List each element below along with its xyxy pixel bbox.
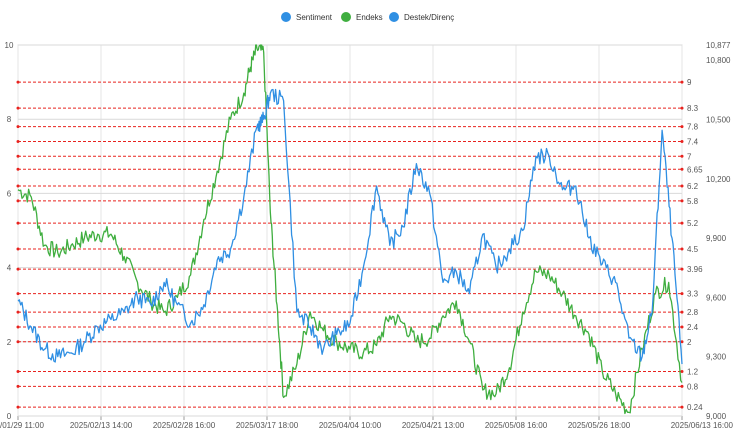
x-tick-label: 2025/03/17 18:00 xyxy=(236,421,299,430)
legend-sentiment-marker[interactable] xyxy=(281,12,291,22)
y-left-tick-label: 2 xyxy=(7,338,12,347)
level-label: 6.65 xyxy=(687,165,703,174)
level-label: 3.96 xyxy=(687,265,703,274)
level-marker-right xyxy=(680,106,684,110)
level-marker-left xyxy=(16,247,20,251)
legend-destek-marker[interactable] xyxy=(389,12,399,22)
level-label: 0.8 xyxy=(687,382,699,391)
level-marker-left xyxy=(16,199,20,203)
y-left-tick-label: 8 xyxy=(7,115,12,124)
x-tick-label: 2025/02/28 16:00 xyxy=(153,421,216,430)
level-label: 9 xyxy=(687,78,692,87)
level-marker-right xyxy=(680,340,684,344)
level-label: 2.8 xyxy=(687,308,699,317)
level-label: 0.24 xyxy=(687,403,703,412)
level-marker-left xyxy=(16,184,20,188)
level-marker-right xyxy=(680,384,684,388)
level-marker-left xyxy=(16,106,20,110)
level-marker-right xyxy=(680,199,684,203)
y-right-tick-label: 10,500 xyxy=(706,116,731,125)
level-marker-left xyxy=(16,292,20,296)
level-marker-left xyxy=(16,340,20,344)
y-right-tick-label: 9,300 xyxy=(706,353,727,362)
level-marker-right xyxy=(680,80,684,84)
x-tick-label: 2025/05/08 16:00 xyxy=(485,421,548,430)
legend-destek-label[interactable]: Destek/Direnç xyxy=(404,13,454,22)
y-right-tick-label: 9,000 xyxy=(706,412,727,421)
legend-endeks-label[interactable]: Endeks xyxy=(356,13,383,22)
level-marker-left xyxy=(16,167,20,171)
level-marker-left xyxy=(16,267,20,271)
level-marker-left xyxy=(16,221,20,225)
level-marker-right xyxy=(680,369,684,373)
level-label: 1.2 xyxy=(687,367,699,376)
x-tick-label: 2025/05/26 18:00 xyxy=(568,421,631,430)
level-marker-left xyxy=(16,154,20,158)
level-marker-right xyxy=(680,184,684,188)
level-marker-left xyxy=(16,125,20,129)
y-left-tick-label: 6 xyxy=(7,189,12,198)
y-right-tick-label: 10,877 xyxy=(706,41,731,50)
legend-endeks-marker[interactable] xyxy=(341,12,351,22)
level-label: 8.3 xyxy=(687,104,699,113)
x-tick-label: /01/29 11:00 xyxy=(0,421,44,430)
y-left-tick-label: 10 xyxy=(5,41,14,50)
level-marker-right xyxy=(680,139,684,143)
level-marker-right xyxy=(680,125,684,129)
level-label: 2 xyxy=(687,338,692,347)
level-marker-left xyxy=(16,384,20,388)
series-line-endeks xyxy=(17,44,683,415)
level-label: 5.2 xyxy=(687,219,699,228)
level-marker-left xyxy=(16,405,20,409)
y-left-tick-label: 4 xyxy=(7,264,12,273)
y-right-tick-label: 9,900 xyxy=(706,234,727,243)
x-tick-label: 2025/04/04 10:00 xyxy=(319,421,382,430)
level-marker-right xyxy=(680,247,684,251)
level-marker-right xyxy=(680,267,684,271)
level-marker-left xyxy=(16,310,20,314)
y-right-tick-label: 10,200 xyxy=(706,175,731,184)
level-label: 7.4 xyxy=(687,137,699,146)
series-line-sentiment xyxy=(17,88,683,365)
x-tick-label: 2025/04/21 13:00 xyxy=(402,421,465,430)
level-label: 5.8 xyxy=(687,197,699,206)
level-marker-right xyxy=(680,292,684,296)
level-label: 4.5 xyxy=(687,245,699,254)
level-label: 2.4 xyxy=(687,323,699,332)
level-label: 3.3 xyxy=(687,290,699,299)
legend: Sentiment Endeks Destek/Direnç xyxy=(281,12,454,22)
y-right-tick-label: 9,600 xyxy=(706,293,727,302)
level-marker-left xyxy=(16,80,20,84)
y-left-tick-label: 0 xyxy=(7,412,12,421)
level-marker-right xyxy=(680,405,684,409)
level-marker-right xyxy=(680,325,684,329)
level-marker-left xyxy=(16,369,20,373)
level-label: 7 xyxy=(687,152,692,161)
level-marker-left xyxy=(16,325,20,329)
legend-sentiment-label[interactable]: Sentiment xyxy=(296,13,333,22)
x-tick-label: 2025/06/13 16:00 xyxy=(671,421,734,430)
level-label: 7.8 xyxy=(687,123,699,132)
level-marker-right xyxy=(680,167,684,171)
level-marker-right xyxy=(680,221,684,225)
y-right-tick-label: 10,800 xyxy=(706,56,731,65)
level-marker-right xyxy=(680,310,684,314)
level-label: 6.2 xyxy=(687,182,699,191)
level-marker-left xyxy=(16,139,20,143)
level-marker-right xyxy=(680,154,684,158)
plot-area: /01/29 11:00 2025/02/13 14:00 2025/02/28 1… xyxy=(0,41,734,430)
x-tick-label: 2025/02/13 14:00 xyxy=(70,421,133,430)
